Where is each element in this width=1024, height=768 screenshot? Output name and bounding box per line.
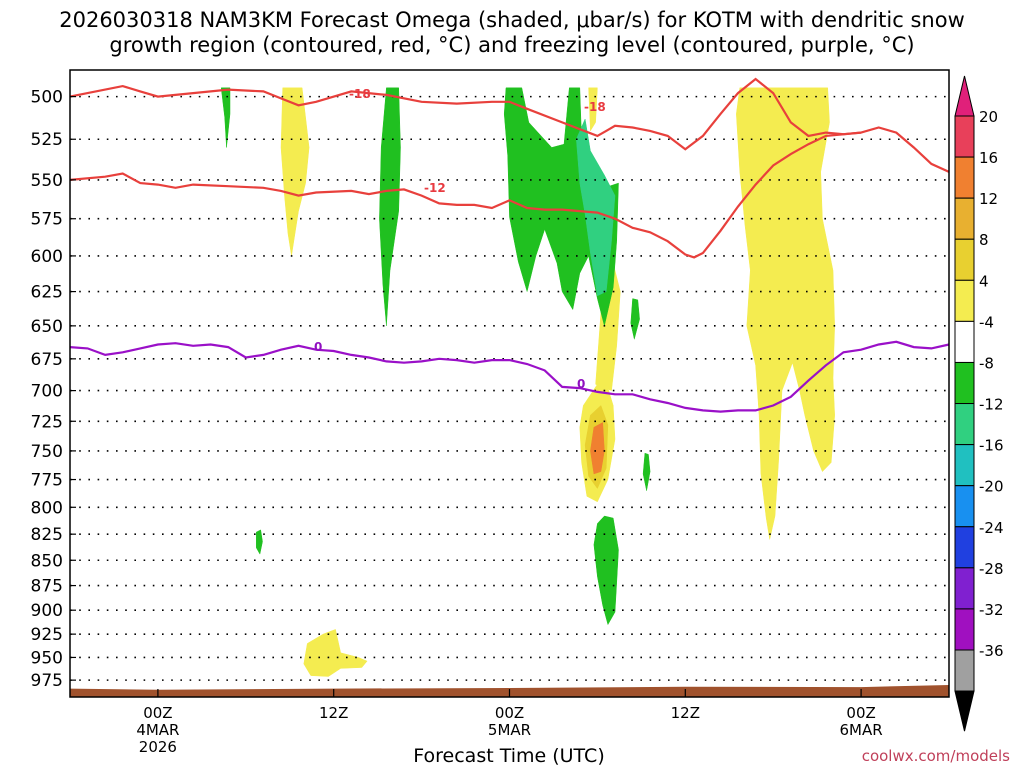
y-tick-label-525: 525: [31, 130, 63, 150]
x-tick-label-0-1: 4MAR: [136, 721, 179, 739]
x-tick-label-0-2: 2026: [139, 738, 177, 756]
omega-region-1: [736, 87, 835, 540]
y-tick-label-900: 900: [31, 601, 63, 621]
omega-region-7: [303, 629, 368, 677]
colorbar-swatch-4: [954, 279, 975, 322]
x-tick-label-4-0: 00Z: [846, 704, 875, 722]
omega-region-13: [593, 515, 619, 626]
colorbar: 20 16 12 8 4 -4 -8 -12 -16 -20 -24 -28 -32 -36: [954, 75, 1004, 732]
y-tick-label-575: 575: [31, 210, 63, 230]
y-tick-label-825: 825: [31, 525, 63, 545]
colorbar-swatch-2: [954, 197, 975, 240]
colorbar-bottom-arrow: [954, 690, 975, 732]
omega-region-9: [256, 529, 263, 555]
y-tick-label-975: 975: [31, 671, 63, 691]
omega-shading: [220, 87, 835, 677]
colorbar-swatch-10: [954, 526, 975, 569]
colorbar-label-4: 4: [979, 272, 989, 290]
contour-red-minus12: [69, 131, 862, 259]
contour-label-red-minus12: -12: [424, 181, 446, 195]
x-tick-label-1-0: 12Z: [319, 704, 348, 722]
colorbar-swatch-0: [954, 115, 975, 158]
omega-region-12: [576, 118, 616, 297]
omega-region-0: [280, 87, 310, 256]
y-tick-label-700: 700: [31, 382, 63, 402]
credit-text: coolwx.com/models: [862, 747, 1010, 765]
contour-label-red-minus18-b: -18: [584, 100, 606, 114]
y-tick-label-750: 750: [31, 442, 63, 462]
x-tick-label-3-0: 12Z: [671, 704, 700, 722]
x-tick-label-0-0: 00Z: [143, 704, 172, 722]
colorbar-label-9: -20: [979, 478, 1004, 496]
colorbar-label-13: -36: [979, 642, 1004, 660]
colorbar-swatch-9: [954, 485, 975, 528]
y-axis: 500 525 550 575 600 625 650 675 700 725 750 775 800 8…: [31, 88, 76, 691]
colorbar-swatch-7: [954, 403, 975, 446]
colorbar-swatch-13: [954, 649, 975, 692]
y-tick-label-875: 875: [31, 577, 63, 597]
colorbar-label-12: -32: [979, 601, 1004, 619]
y-tick-label-650: 650: [31, 317, 63, 337]
colorbar-swatch-12: [954, 608, 975, 651]
y-tick-label-625: 625: [31, 283, 63, 303]
y-tick-label-950: 950: [31, 648, 63, 668]
y-tick-label-500: 500: [31, 88, 63, 108]
contour-label-purple-zero-a: 0: [314, 340, 322, 354]
colorbar-label-2: 12: [979, 190, 998, 208]
y-tick-label-550: 550: [31, 171, 63, 191]
omega-region-4: [590, 422, 605, 475]
y-tick-label-600: 600: [31, 247, 63, 267]
x-tick-label-2-1: 5MAR: [488, 721, 531, 739]
colorbar-label-6: -8: [979, 354, 994, 372]
colorbar-swatch-5: [954, 320, 975, 363]
y-tick-label-925: 925: [31, 625, 63, 645]
colorbar-label-7: -12: [979, 396, 1004, 414]
x-tick-label-2-0: 00Z: [495, 704, 524, 722]
colorbar-label-1: 16: [979, 149, 998, 167]
y-tick-label-675: 675: [31, 350, 63, 370]
contour-label-purple-zero-b: 0: [577, 377, 585, 391]
contour-label-red-minus18-a: -18: [349, 87, 371, 101]
colorbar-label-3: 8: [979, 231, 989, 249]
contour-purple-zero: [69, 340, 950, 413]
x-tick-label-4-1: 6MAR: [840, 721, 883, 739]
colorbar-swatch-6: [954, 361, 975, 405]
omega-region-15: [642, 452, 651, 491]
omega-region-11: [503, 87, 619, 326]
temperature-contours: [69, 77, 950, 413]
omega-region-14: [630, 298, 640, 340]
y-tick-label-775: 775: [31, 471, 63, 491]
colorbar-label-11: -28: [979, 560, 1004, 578]
colorbar-label-5: -4: [979, 313, 994, 331]
colorbar-top-arrow: [954, 75, 975, 117]
y-tick-label-800: 800: [31, 498, 63, 518]
contour-red-minus18: [69, 77, 950, 173]
y-tick-label-850: 850: [31, 551, 63, 571]
omega-region-6: [588, 87, 598, 132]
colorbar-label-0: 20: [979, 108, 998, 126]
omega-region-10: [379, 87, 401, 326]
colorbar-swatch-3: [954, 238, 975, 281]
chart-title-line2: growth region (contoured, red, °C) and f…: [109, 33, 914, 57]
chart-title-line1: 2026030318 NAM3KM Forecast Omega (shaded…: [59, 8, 965, 32]
y-tick-label-725: 725: [31, 412, 63, 432]
x-axis-label: Forecast Time (UTC): [413, 745, 604, 767]
omega-region-8: [220, 87, 231, 148]
colorbar-swatch-8: [954, 444, 975, 487]
colorbar-label-10: -24: [979, 519, 1004, 537]
colorbar-swatch-1: [954, 156, 975, 199]
colorbar-swatch-11: [954, 567, 975, 610]
colorbar-label-8: -16: [979, 437, 1004, 455]
